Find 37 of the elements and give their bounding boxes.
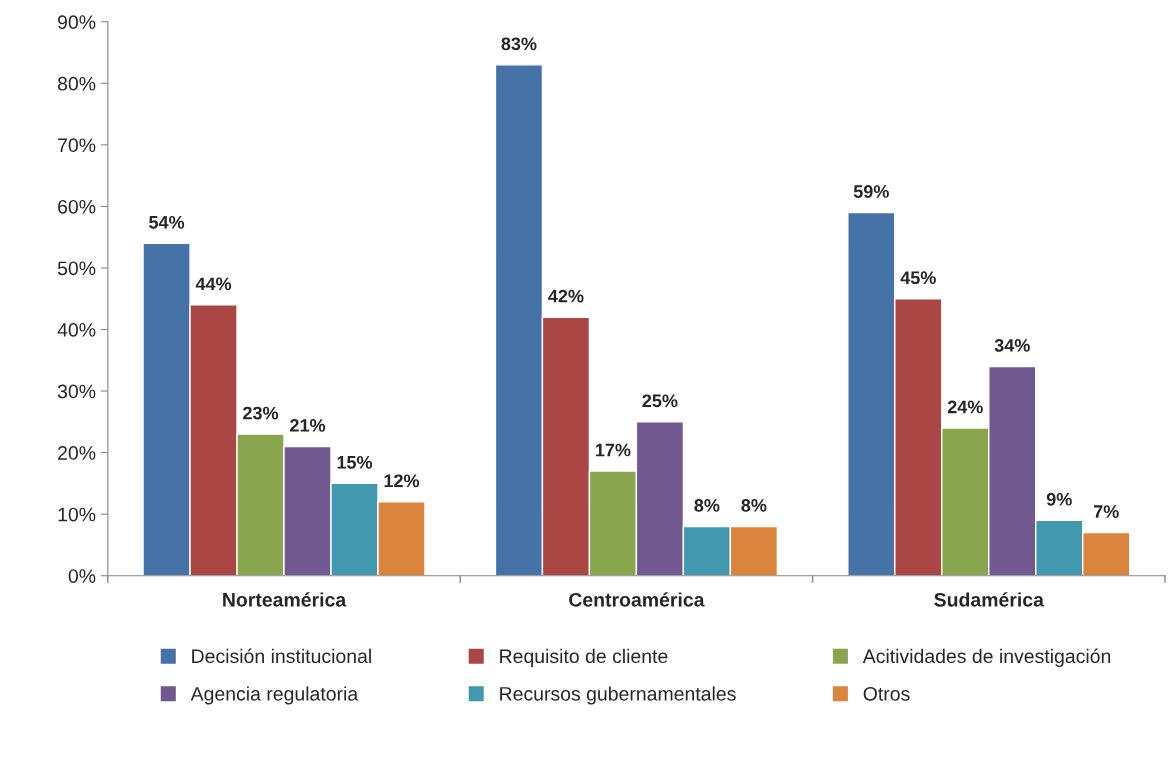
legend-label: Agencia regulatoria (190, 686, 359, 705)
y-tick-label: 70% (58, 138, 96, 153)
y-tick-label: 90% (58, 15, 96, 30)
data-label: 21% (290, 419, 326, 432)
y-tick-label: 60% (58, 199, 96, 214)
data-label: 59% (853, 185, 889, 198)
data-label: 12% (384, 474, 420, 488)
data-label: 83% (501, 37, 537, 51)
data-label: 9% (1046, 492, 1072, 506)
y-tick-label: 20% (58, 446, 96, 460)
y-tick-label: 40% (57, 322, 96, 337)
data-label: 17% (595, 443, 631, 457)
data-label: 42% (548, 289, 584, 303)
data-label: 24% (947, 400, 983, 414)
legend-label: Acitividades de investigación (862, 648, 1111, 667)
legend-label: Requisito de cliente (500, 648, 668, 667)
x-tick-label: Sudamérica (934, 592, 1045, 607)
x-tick-label: Norteamérica (223, 592, 347, 607)
legend-label: Otros (863, 686, 910, 701)
data-label: 25% (642, 394, 678, 408)
data-label: 8% (694, 499, 720, 512)
legend-label: Recursos gubernamentales (500, 686, 736, 705)
data-label: 54% (149, 215, 185, 229)
data-label: 34% (994, 338, 1030, 352)
y-tick-label: 30% (57, 384, 96, 399)
x-tick-label: Centroamérica (569, 592, 705, 607)
y-tick-label: 10% (58, 507, 96, 522)
data-label: 23% (243, 406, 279, 420)
legend-label: Decisión institucional (192, 648, 371, 664)
y-tick-label: 0% (68, 569, 96, 583)
data-label: 7% (1093, 505, 1119, 518)
y-tick-label: 80% (57, 76, 96, 91)
data-label: 8% (741, 499, 767, 512)
data-label: 44% (195, 277, 232, 291)
data-label: 15% (337, 455, 373, 469)
y-tick-label: 50% (57, 261, 96, 276)
data-label: 45% (900, 271, 936, 285)
